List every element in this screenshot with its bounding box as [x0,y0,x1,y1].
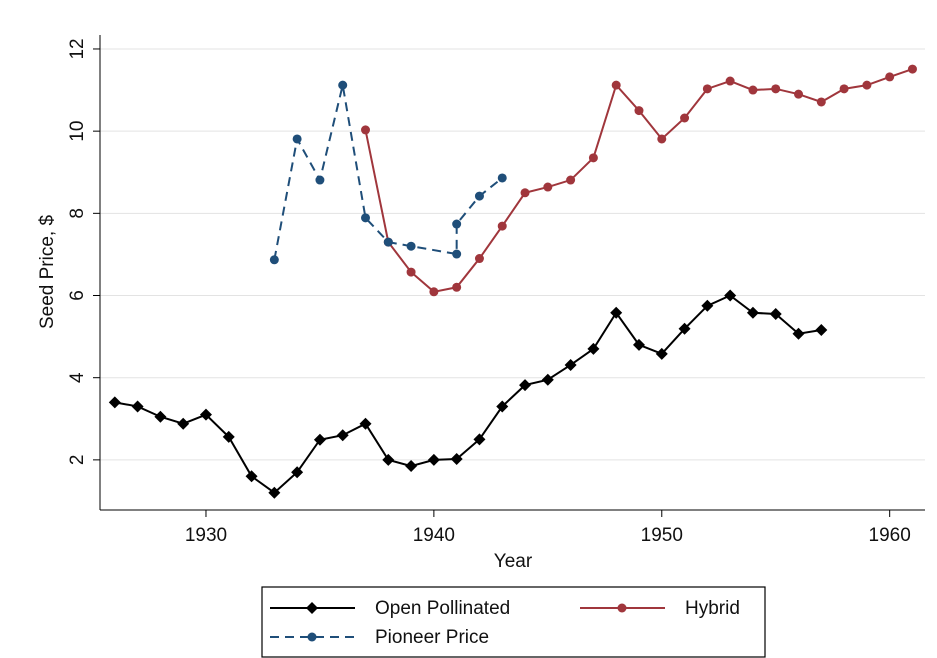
data-point [269,255,279,265]
x-axis-label: Year [494,551,533,572]
data-point [566,175,576,185]
data-point [588,153,598,163]
data-point [907,64,917,74]
data-point [406,267,416,277]
data-point [382,453,395,466]
data-point [496,400,509,413]
data-point [222,430,235,443]
y-tick-label: 10 [67,121,88,142]
data-point [177,417,190,430]
data-point [816,97,826,107]
data-point [199,408,212,421]
data-point [429,287,439,297]
data-point [634,106,644,116]
data-point [268,486,281,499]
legend-label: Pioneer Price [375,627,489,648]
x-tick-label: 1930 [185,525,227,546]
data-point [724,289,737,302]
legend-label: Hybrid [685,598,740,619]
data-point [245,470,258,483]
data-point [587,342,600,355]
data-point [474,191,484,201]
data-point [338,80,348,90]
legend-marker [307,632,317,642]
data-point [611,80,621,90]
data-point [361,125,371,135]
x-tick-label: 1950 [641,525,683,546]
data-point [359,417,372,430]
data-point [862,80,872,90]
series-line [364,68,913,293]
data-point [678,322,691,335]
data-point [748,85,758,95]
data-point [701,299,714,312]
data-point [452,282,462,292]
data-point [315,175,325,185]
y-tick-label: 6 [67,290,88,301]
legend-box [261,586,766,658]
data-point [474,254,484,264]
data-point [131,400,144,413]
y-tick-label: 8 [67,208,88,219]
data-point [154,410,167,423]
data-point [702,84,712,94]
data-point [520,188,530,198]
series-line [114,294,822,495]
data-point [427,453,440,466]
data-point [541,373,554,386]
legend-marker [306,602,318,614]
data-point [497,221,507,231]
data-point [564,358,577,371]
data-point [543,182,553,192]
data-point [519,379,532,392]
data-point [108,396,121,409]
y-tick-label: 2 [67,455,88,466]
data-point [450,453,463,466]
data-point [361,213,371,223]
data-point [497,173,507,183]
data-point [771,84,781,94]
data-point [406,241,416,251]
data-point [313,433,326,446]
data-point [292,134,302,144]
y-tick-label: 12 [67,38,88,59]
data-point [792,327,805,340]
data-point [680,113,690,123]
data-point [291,466,304,479]
data-point [336,429,349,442]
data-point [885,72,895,82]
data-point [815,324,828,337]
data-point [657,134,667,144]
data-point [632,338,645,351]
y-axis-label: Seed Price, $ [37,215,58,329]
data-point [473,433,486,446]
legend-marker [617,603,627,613]
x-tick-label: 1940 [413,525,455,546]
data-point [452,219,462,229]
data-point [839,84,849,94]
data-point [655,347,668,360]
data-point [452,249,462,259]
data-point [725,76,735,86]
data-point [794,89,804,99]
data-point [383,237,393,247]
data-point [610,306,623,319]
legend-label: Open Pollinated [375,598,510,619]
series-line [273,84,503,260]
data-point [405,460,418,473]
x-tick-label: 1960 [869,525,911,546]
data-point [769,308,782,321]
data-point [746,306,759,319]
y-tick-label: 4 [67,372,88,383]
